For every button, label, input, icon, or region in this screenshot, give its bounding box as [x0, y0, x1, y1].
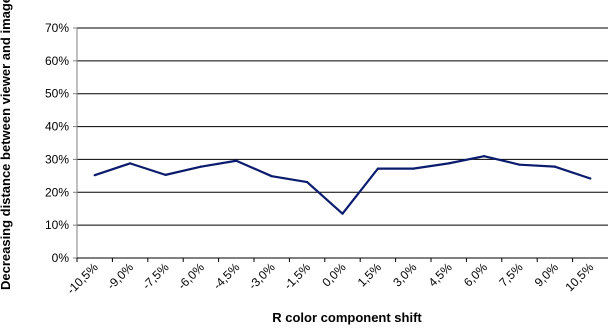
x-axis-title: R color component shift	[272, 310, 422, 325]
data-point	[447, 162, 450, 165]
y-tick-label: 60%	[45, 54, 69, 68]
axes	[76, 28, 608, 259]
y-tick-label: 20%	[45, 185, 69, 199]
x-tick-label: -7,5%	[140, 260, 172, 292]
x-tick-label: 10,5%	[562, 260, 596, 294]
data-point	[235, 159, 238, 162]
x-tick-label: 4,5%	[426, 260, 455, 289]
x-tick-label: 6,0%	[461, 260, 490, 289]
data-point	[341, 212, 344, 215]
x-tick-label: -9,0%	[104, 260, 136, 292]
y-axis-title: Decreasing distance between viewer and i…	[0, 0, 13, 290]
x-tick-label: -6,0%	[175, 260, 207, 292]
x-tick-label: 0,0%	[319, 260, 348, 289]
y-tick-label: 50%	[45, 87, 69, 101]
x-tick-label: 3,0%	[390, 260, 419, 289]
data-point	[306, 181, 309, 184]
x-tick-label: -1,5%	[281, 260, 313, 292]
data-point	[376, 167, 379, 170]
y-tick-label: 0%	[52, 251, 70, 265]
x-tick-label: -3,0%	[246, 260, 278, 292]
data-point	[483, 155, 486, 158]
data-point	[589, 177, 592, 180]
x-tick-label: -4,5%	[210, 260, 242, 292]
data-point	[518, 163, 521, 166]
x-tick-label: 7,5%	[496, 260, 525, 289]
y-tick-label: 40%	[45, 120, 69, 134]
data-point	[164, 173, 167, 176]
y-tick-labels: 0% 10% 20% 30% 40% 50% 60% 70%	[45, 21, 77, 265]
x-tick-label: -10,5%	[64, 260, 101, 297]
y-tick-label: 10%	[45, 218, 69, 232]
series-line	[94, 155, 591, 215]
data-point	[412, 167, 415, 170]
x-tick-label: 1,5%	[355, 260, 384, 289]
data-point	[129, 162, 132, 165]
x-tick-labels: -10,5% -9,0% -7,5% -6,0% -4,5% -3,0% -1,5% 0,0%…	[64, 258, 597, 297]
series-group	[93, 155, 592, 215]
data-point	[93, 174, 96, 177]
data-point	[270, 175, 273, 178]
gridlines	[77, 27, 608, 226]
data-point	[553, 165, 557, 168]
x-tick-label: 9,0%	[532, 260, 561, 289]
y-tick-label: 70%	[45, 21, 69, 35]
data-point	[199, 165, 202, 168]
y-tick-label: 30%	[45, 152, 69, 166]
